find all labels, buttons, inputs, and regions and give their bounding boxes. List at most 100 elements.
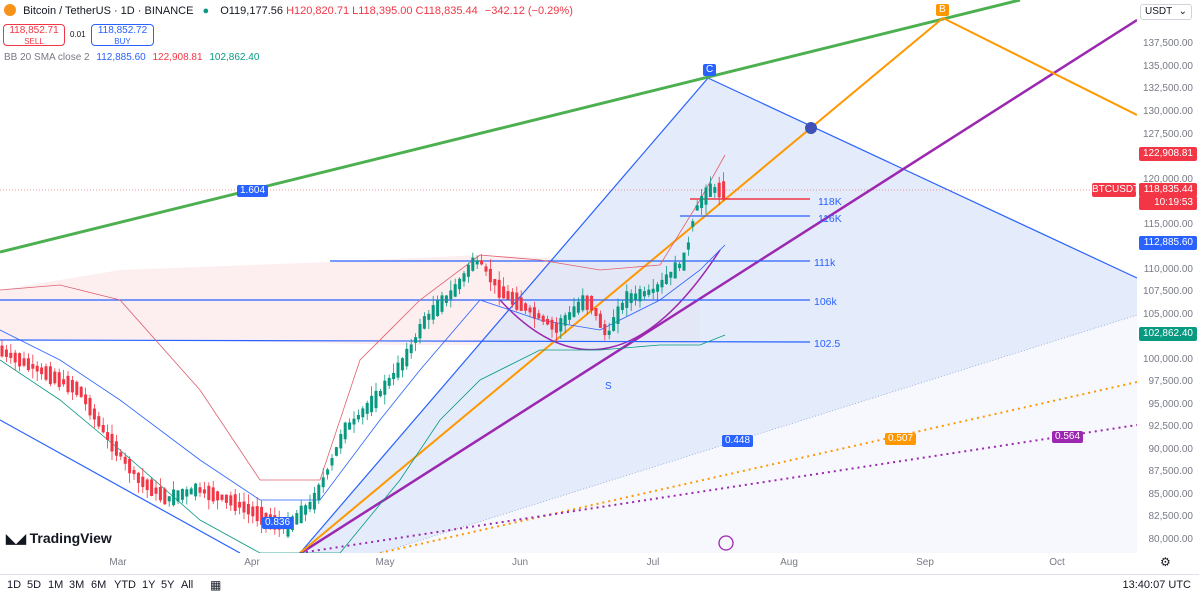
fib-lower-label[interactable]: 0.836 [262,517,294,529]
candle-body [44,366,48,380]
price-tick: 87,500.00 [1148,466,1194,477]
indicator-legend[interactable]: BB 20 SMA close 2 112,885.60 122,908.81 … [4,52,259,63]
candle-body [625,291,629,308]
ohlc-open: O119,177.56 [220,5,283,17]
timeframe-all[interactable]: All [181,579,194,591]
candle-body [695,205,699,211]
triangle-bottom-edge [379,314,1137,553]
candle-body [506,291,510,300]
candle-body [48,366,52,385]
buy-button[interactable]: 118,852.72 BUY [91,24,154,46]
price-axis[interactable]: 137,500.00 135,000.00 132,500.00 130,000.00… [1092,0,1199,553]
price-tick: 105,000.00 [1142,309,1193,320]
orange-path [299,16,1137,553]
candle-body [62,379,66,385]
chart-plot-area[interactable]: C B S 1.604 0.448 0.507 0.564 0.836 118K… [0,0,1137,553]
candle-body [594,308,598,316]
candle-body [238,501,242,508]
basis-price: 112,885.60 [1139,236,1197,250]
candle-body [664,274,668,284]
point-c-marker[interactable]: C [703,64,717,76]
triangle-pattern [300,78,1137,553]
price-tick: 92,500.00 [1148,421,1194,432]
bar-countdown: 10:19:53 [1139,196,1197,210]
candle-body [673,262,677,279]
chart-canvas[interactable] [0,0,1137,553]
candle-body [220,494,224,500]
candle-body [708,183,712,197]
candle-body [502,286,506,299]
date-range-icon[interactable]: ▦ [210,578,222,592]
fib-blue-label[interactable]: 0.448 [722,435,754,447]
point-b-marker[interactable]: B [936,4,949,16]
candle-body [550,319,554,330]
candle-body [691,221,695,227]
price-tick: 82,500.00 [1148,511,1194,522]
candle-body [528,307,532,313]
price-tick: 80,000.00 [1148,534,1194,545]
candle-body [554,322,558,333]
cup-arc [499,249,721,351]
candle-body [462,273,466,282]
timeframe-1y[interactable]: 1Y [142,579,156,591]
candle-body [387,377,391,386]
candle-body [321,477,325,488]
indicator-lower: 102,862.40 [209,52,260,63]
candle-body [484,266,488,272]
price-tick: 132,500.00 [1142,83,1193,94]
level-label-106k: 106k [814,296,837,308]
utc-clock[interactable]: 13:40:07 UTC [1122,579,1191,591]
timeframe-5y[interactable]: 5Y [161,579,175,591]
candle-body [638,289,642,302]
price-tick: 100,000.00 [1142,354,1193,365]
timeframe-ytd[interactable]: YTD [114,579,136,591]
target-marker-icon[interactable] [805,122,817,134]
timeframe-1m[interactable]: 1M [48,579,64,591]
sell-button[interactable]: 118,852.71 SELL [3,24,65,46]
candle-body [361,408,365,418]
triangle-left-edge [299,77,709,553]
fib-orange-label[interactable]: 0.507 [885,433,917,445]
candle-body [656,284,660,292]
candle-body [383,380,387,395]
candle-body [176,490,180,502]
sell-label: SELL [24,37,44,46]
time-tick: Apr [244,557,260,568]
timeframe-6m[interactable]: 6M [91,579,107,591]
candle-body [136,472,140,483]
tradingview-logo[interactable]: ◣◢ TradingView [6,530,112,546]
timeframe-3m[interactable]: 3M [69,579,85,591]
lightning-event-icon[interactable] [718,535,734,551]
time-axis[interactable]: Mar Apr May Jun Jul Aug Sep Oct [0,553,1137,571]
fib-green-label[interactable]: 1.604 [237,185,269,197]
timeframe-1d[interactable]: 1D [7,579,22,591]
candle-body [634,293,638,300]
candle-body [326,469,330,475]
candlestick-series [0,172,726,539]
candle-body [559,318,563,332]
candle-body [79,386,83,398]
candle-body [576,301,580,313]
buy-label: BUY [114,37,131,46]
candle-body [317,484,321,501]
fib-purple-label[interactable]: 0.564 [1052,431,1084,443]
ohlc-high: H120,820.71 [286,5,350,17]
candle-body [466,264,470,277]
timeframe-5d[interactable]: 5D [27,579,42,591]
candle-body [141,476,145,488]
candle-body [299,505,303,524]
candle-body [722,181,726,199]
time-tick: Oct [1049,557,1065,568]
level-label-111k: 111k [814,257,836,269]
level-label-118k: 118K [818,196,842,208]
candle-body [392,372,396,380]
candle-body [493,279,497,286]
candle-body [713,187,717,193]
price-tick: 97,500.00 [1148,376,1194,387]
candle-body [682,252,686,271]
symbol-title[interactable]: Bitcoin / TetherUS · 1D · BINANCE [23,5,194,17]
candle-body [185,489,189,497]
currency-select[interactable]: USDT ⌄ [1140,4,1192,20]
price-tick: 120,000.00 [1142,174,1193,185]
settings-gear-icon[interactable]: ⚙ [1160,555,1171,569]
